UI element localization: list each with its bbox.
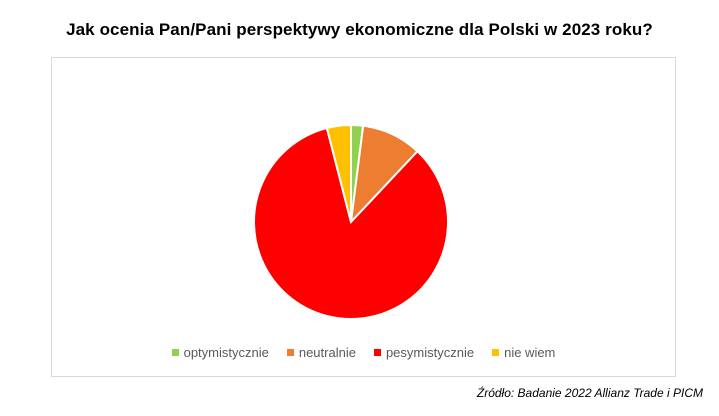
- chart-area: optymistycznie neutralnie pesymistycznie ni…: [51, 57, 676, 377]
- source-note: Źródło: Badanie 2022 Allianz Trade i PIC…: [476, 386, 703, 400]
- legend-item-nie-wiem: nie wiem: [492, 345, 555, 360]
- legend-label: pesymistycznie: [385, 345, 475, 360]
- legend: optymistycznie neutralnie pesymistycznie ni…: [52, 345, 675, 360]
- legend-swatch: [171, 349, 179, 356]
- legend-item-neutralnie: neutralnie: [286, 345, 356, 360]
- legend-label: nie wiem: [504, 345, 556, 360]
- legend-swatch: [286, 349, 294, 356]
- legend-label: neutralnie: [298, 345, 356, 360]
- pie-slice-pesymistycznie: [253, 126, 449, 320]
- legend-item-optymistycznie: optymistycznie: [171, 345, 269, 360]
- legend-item-pesymistycznie: pesymistycznie: [373, 345, 475, 360]
- pie-chart: [253, 123, 449, 320]
- chart-title: Jak ocenia Pan/Pani perspektywy ekonomic…: [66, 20, 653, 39]
- legend-swatch: [373, 349, 381, 356]
- pie-slice-nie-wiem: [325, 123, 352, 223]
- legend-swatch: [492, 349, 500, 356]
- legend-label: optymistycznie: [183, 345, 269, 360]
